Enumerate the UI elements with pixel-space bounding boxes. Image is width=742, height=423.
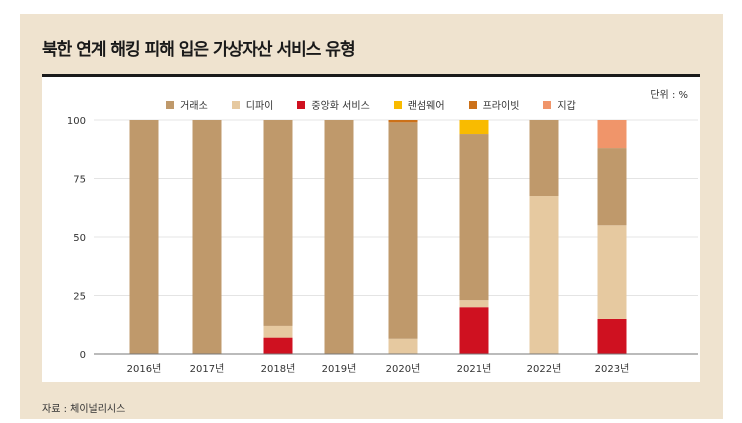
legend-item: 랜섬웨어 <box>393 97 445 112</box>
y-tick-label: 0 <box>80 350 86 361</box>
legend-swatch <box>166 100 175 109</box>
bar-segment <box>529 196 559 354</box>
legend-swatch <box>297 100 306 109</box>
bar-segment <box>388 338 418 354</box>
x-tick-label: 2023년 <box>595 363 630 375</box>
bar-segment <box>597 148 627 226</box>
legend-swatch <box>543 100 552 109</box>
bar-segment <box>388 120 418 123</box>
x-tick-label: 2016년 <box>127 363 162 375</box>
bar-segment <box>129 120 159 354</box>
x-tick-label: 2022년 <box>527 363 562 375</box>
y-tick-label: 25 <box>73 292 86 303</box>
legend-item: 디파이 <box>231 97 274 112</box>
legend-label: 랜섬웨어 <box>407 101 445 112</box>
legend-swatch <box>393 100 402 109</box>
title-divider <box>42 74 700 77</box>
bar-segment <box>459 300 489 308</box>
legend-swatch <box>468 100 477 109</box>
bar-segment <box>459 134 489 301</box>
x-tick-label: 2019년 <box>322 363 357 375</box>
legend-label: 프라이빗 <box>482 101 520 112</box>
x-tick-label: 2020년 <box>386 363 421 375</box>
x-tick-label: 2018년 <box>261 363 296 375</box>
chart-title: 북한 연계 해킹 피해 입은 가상자산 서비스 유형 <box>42 40 356 60</box>
bar-segment <box>597 225 627 319</box>
bar-segment <box>263 120 293 326</box>
legend-swatch <box>231 100 240 109</box>
bar-segment <box>459 120 489 135</box>
bar-segment <box>263 325 293 338</box>
legend-label: 지갑 <box>557 101 576 112</box>
x-tick-label: 2021년 <box>457 363 492 375</box>
x-tick-label: 2017년 <box>190 363 225 375</box>
legend-label: 디파이 <box>245 101 274 112</box>
unit-label: 단위 : % <box>650 90 688 101</box>
bar-segment <box>597 318 627 354</box>
legend: 거래소 디파이 중앙화 서비스 랜섬웨어 프라이빗 지갑 <box>42 97 700 112</box>
bar-segment <box>597 120 627 149</box>
legend-label: 중앙화 서비스 <box>311 101 370 112</box>
bar-segment <box>324 120 354 354</box>
legend-item: 프라이빗 <box>468 97 520 112</box>
bar-segment <box>388 122 418 339</box>
legend-item: 거래소 <box>166 97 208 112</box>
legend-label: 거래소 <box>180 101 208 112</box>
y-tick-label: 50 <box>73 233 86 244</box>
bar-segment <box>192 120 222 354</box>
bar-segment <box>263 337 293 354</box>
bar-segment <box>529 120 559 197</box>
source-note: 자료 : 체이널리시스 <box>42 404 126 415</box>
y-tick-label: 100 <box>67 116 86 127</box>
legend-item: 지갑 <box>543 97 576 112</box>
bar-segment <box>459 307 489 354</box>
y-tick-label: 75 <box>73 175 86 186</box>
legend-item: 중앙화 서비스 <box>297 97 370 112</box>
